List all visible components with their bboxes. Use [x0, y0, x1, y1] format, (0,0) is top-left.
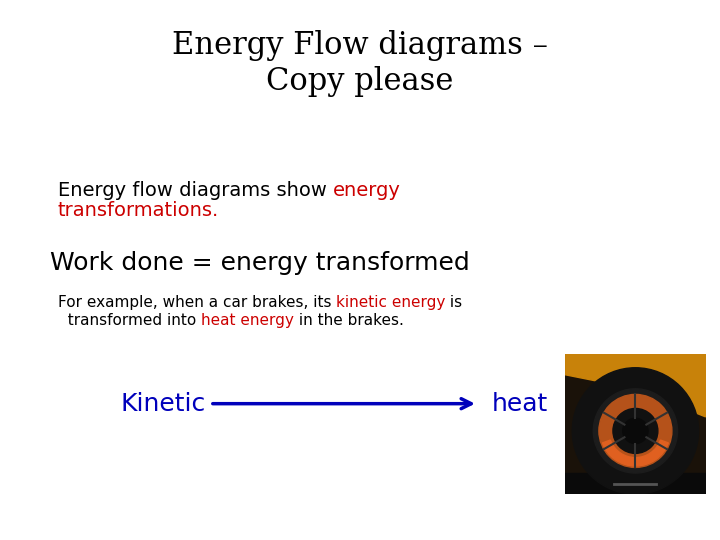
Text: Energy Flow diagrams –
Copy please: Energy Flow diagrams – Copy please — [172, 30, 548, 97]
Text: heat: heat — [492, 392, 548, 416]
Text: heat energy: heat energy — [201, 313, 294, 328]
Text: Work done = energy transformed: Work done = energy transformed — [50, 251, 470, 275]
Text: transformations.: transformations. — [58, 201, 219, 220]
Circle shape — [599, 394, 672, 468]
Circle shape — [613, 408, 658, 454]
Text: is: is — [446, 295, 462, 310]
Text: energy: energy — [333, 181, 400, 200]
Polygon shape — [565, 354, 706, 417]
Text: in the brakes.: in the brakes. — [294, 313, 403, 328]
Text: Kinetic: Kinetic — [121, 392, 206, 416]
Circle shape — [593, 389, 678, 473]
Bar — [565, 473, 706, 494]
Text: For example, when a car brakes, its: For example, when a car brakes, its — [58, 295, 336, 310]
Text: Energy flow diagrams show: Energy flow diagrams show — [58, 181, 333, 200]
Circle shape — [623, 418, 648, 443]
Text: transformed into: transformed into — [58, 313, 201, 328]
Circle shape — [572, 368, 698, 494]
Text: kinetic energy: kinetic energy — [336, 295, 446, 310]
Wedge shape — [603, 440, 668, 466]
